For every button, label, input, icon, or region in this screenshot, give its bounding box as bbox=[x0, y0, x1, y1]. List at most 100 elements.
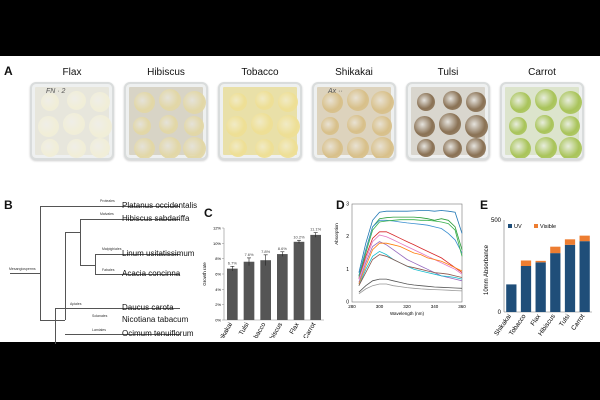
c-ytick-label: 6% bbox=[215, 272, 221, 277]
c-bar-hibiscus bbox=[277, 254, 288, 320]
d-spectrum-line-6 bbox=[358, 241, 463, 283]
callus-tissue bbox=[560, 116, 580, 136]
callus-tissue bbox=[229, 93, 247, 111]
panel-label-d: D bbox=[336, 198, 345, 212]
culture-dish-flax: FN · 2 bbox=[30, 82, 114, 160]
e-category-label: Tulsi bbox=[558, 313, 571, 328]
callus-tissue bbox=[321, 117, 339, 135]
d-ytick-label: 3 bbox=[346, 202, 349, 208]
dish-handwriting: FN · 2 bbox=[46, 88, 66, 95]
callus-tissue bbox=[182, 90, 206, 114]
callus-tissue bbox=[278, 92, 298, 112]
c-category-label: Tobacco bbox=[249, 321, 267, 338]
c-ylabel: Growth rate bbox=[202, 262, 207, 286]
plant-name-carrot: Carrot bbox=[528, 67, 556, 78]
e-bar-flax-uv bbox=[535, 262, 546, 312]
plant-name-tobacco: Tobacco bbox=[241, 67, 279, 78]
clade-malpighiales: Malpighiales bbox=[102, 247, 122, 251]
e-bar-carrot-uv bbox=[579, 241, 590, 312]
callus-tissue bbox=[41, 93, 59, 111]
callus-tissue bbox=[321, 137, 343, 158]
e-category-label: Carrot bbox=[570, 313, 586, 332]
callus-tissue bbox=[372, 116, 392, 136]
clade-solanales: Solanales bbox=[92, 314, 108, 318]
callus-tissue bbox=[370, 90, 394, 114]
d-xtick-label: 360 bbox=[458, 304, 466, 309]
d-spectrum-line-8 bbox=[358, 250, 463, 286]
c-bar-shikakai bbox=[227, 268, 238, 320]
d-xtick-label: 320 bbox=[403, 304, 411, 309]
callus-tissue bbox=[254, 138, 274, 158]
c-data-label: 7.6% bbox=[244, 252, 254, 257]
c-ytick-label: 0% bbox=[215, 318, 221, 323]
c-category-label: Flax bbox=[289, 321, 302, 336]
d-spectrum-line-10 bbox=[358, 278, 463, 293]
callus-tissue bbox=[182, 136, 206, 158]
plant-name-shikakai: Shikakai bbox=[335, 67, 373, 78]
callus-tissue bbox=[509, 137, 531, 158]
d-spectrum-line-11 bbox=[358, 283, 463, 295]
callus-tissue bbox=[417, 139, 435, 157]
callus-tissue bbox=[466, 138, 486, 158]
d-ytick-label: 2 bbox=[346, 234, 349, 240]
callus-tissue bbox=[66, 138, 86, 158]
callus-tissue bbox=[417, 93, 435, 111]
panel-label-a: A bbox=[4, 64, 13, 78]
c-data-label: 11.1% bbox=[310, 227, 321, 232]
callus-tissue bbox=[276, 114, 300, 138]
species-acacia: Acacia concinna bbox=[122, 269, 181, 278]
culture-dish-hibiscus bbox=[124, 82, 208, 160]
d-xtick-label: 300 bbox=[376, 304, 384, 309]
callus-tissue bbox=[535, 137, 557, 158]
e-legend-swatch-visible bbox=[534, 224, 538, 228]
d-xtick-label: 340 bbox=[431, 304, 439, 309]
e-bar-tobacco-visible bbox=[520, 260, 532, 266]
callus-tissue bbox=[558, 136, 582, 158]
phylogenetic-tree: Proteales Malvales Malpighiales Fabales … bbox=[0, 196, 200, 344]
callus-tissue bbox=[278, 138, 298, 158]
panel-label-c: C bbox=[204, 206, 213, 220]
species-ocimum: Ocimum tenuiflorum bbox=[122, 329, 194, 338]
e-bar-tulsi-uv bbox=[564, 244, 576, 312]
d-ytick-label: 1 bbox=[346, 267, 349, 273]
e-bar-hibiscus-uv bbox=[550, 253, 561, 312]
c-ytick-label: 2% bbox=[215, 302, 221, 307]
plant-name-flax: Flax bbox=[62, 67, 82, 78]
d-spectrum-line-0 bbox=[358, 210, 463, 273]
culture-dish-shikakai: Ax ·· bbox=[312, 82, 396, 160]
species-nicotiana: Nicotiana tabacum bbox=[122, 315, 189, 324]
dish-handwriting: Ax ·· bbox=[328, 88, 343, 95]
c-data-label: 10.2% bbox=[293, 234, 305, 239]
callus-tissue bbox=[158, 114, 178, 134]
d-spectrum-line-4 bbox=[358, 231, 463, 280]
e-bar-hibiscus-visible bbox=[550, 246, 561, 254]
callus-tissue bbox=[133, 117, 151, 135]
c-category-label: Carrot bbox=[302, 321, 317, 338]
callus-tissue bbox=[133, 91, 155, 113]
callus-tissue bbox=[159, 137, 181, 158]
e-ylabel: 10mm Absorbance bbox=[484, 244, 490, 295]
clade-mesangiosperms: Mesangiosperms bbox=[9, 267, 36, 271]
figure-panel: A Flax FN · 2 Hibiscus Tobacco Shikakai Ax ··… bbox=[0, 56, 600, 344]
callus-tissue bbox=[66, 90, 86, 110]
panel-label-b: B bbox=[4, 198, 13, 212]
clade-proteales: Proteales bbox=[100, 199, 115, 203]
e-ytick-label: 500 bbox=[491, 218, 502, 224]
d-xlabel: Wavelength (nm) bbox=[390, 311, 425, 316]
species-hibiscus: Hibiscus sabdariffa bbox=[122, 214, 190, 223]
e-bar-tobacco-uv bbox=[520, 266, 532, 312]
e-legend-label-visible: Visible bbox=[540, 224, 556, 230]
callus-tissue bbox=[133, 137, 155, 158]
culture-dish-carrot bbox=[500, 82, 584, 160]
callus-tissue bbox=[534, 114, 554, 134]
callus-tissue bbox=[509, 117, 527, 135]
e-bar-tulsi-visible bbox=[564, 239, 576, 245]
c-data-label: 6.7% bbox=[228, 260, 238, 265]
c-ytick-label: 4% bbox=[215, 287, 221, 292]
callus-tissue bbox=[184, 116, 204, 136]
c-data-label: 7.8% bbox=[261, 249, 271, 254]
callus-tissue bbox=[37, 115, 59, 137]
e-bar-flax-visible bbox=[535, 260, 546, 263]
d-spectrum-line-7 bbox=[358, 242, 463, 285]
c-ytick-label: 8% bbox=[215, 256, 221, 261]
